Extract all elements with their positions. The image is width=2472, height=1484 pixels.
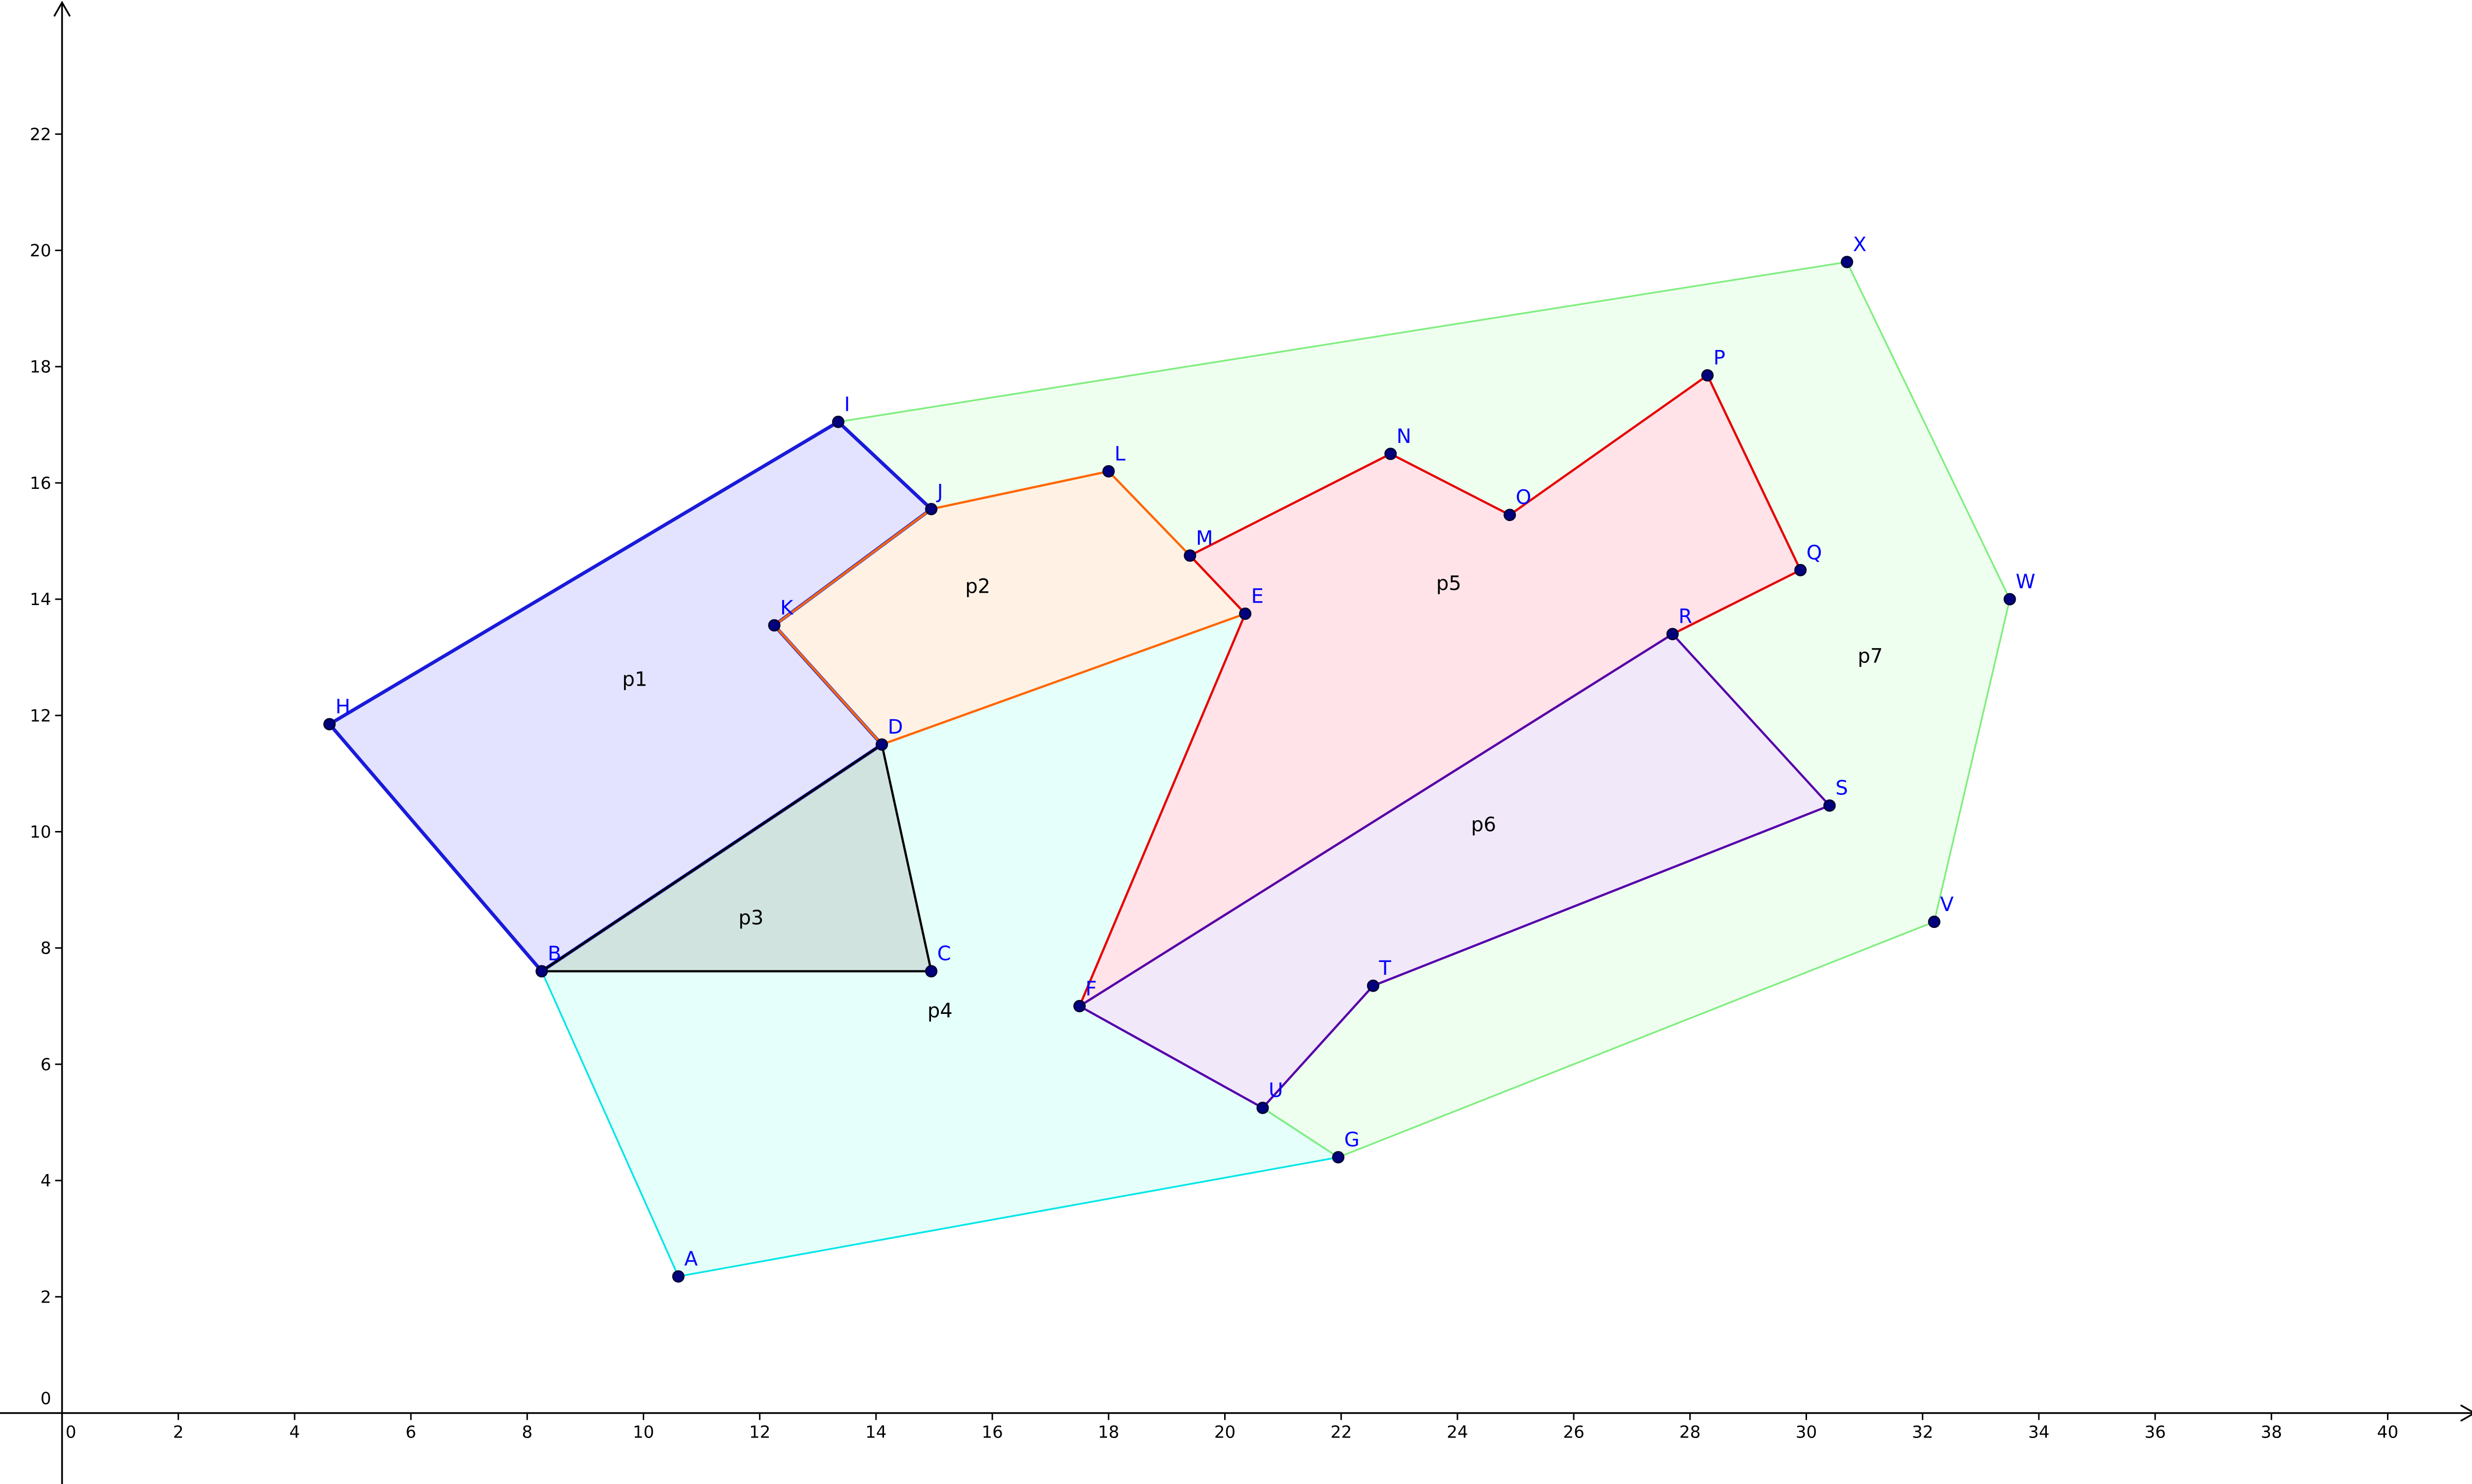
points-layer: A B C D E F G H I J K L M N O P Q R S T U V W X bbox=[323, 233, 2035, 1283]
x-tick-label: 30 bbox=[1796, 1423, 1817, 1442]
point-B[interactable] bbox=[535, 965, 548, 978]
x-tick-label: 8 bbox=[522, 1423, 532, 1442]
point-O[interactable] bbox=[1503, 509, 1516, 522]
x-tick-label: 32 bbox=[1912, 1423, 1933, 1442]
point-label-F: F bbox=[1086, 977, 1097, 1000]
x-tick-label: 24 bbox=[1447, 1423, 1468, 1442]
y-axis-arrow bbox=[53, 0, 71, 17]
y-tick-label: 2 bbox=[41, 1287, 51, 1307]
point-L[interactable] bbox=[1102, 465, 1115, 478]
point-M[interactable] bbox=[1184, 549, 1196, 562]
point-S[interactable] bbox=[1823, 799, 1836, 812]
point-Q[interactable] bbox=[1794, 564, 1807, 576]
polygon-label-p1: p1 bbox=[622, 668, 647, 691]
point-label-A: A bbox=[684, 1248, 698, 1270]
x-tick-label: 2 bbox=[173, 1423, 184, 1442]
x-tick-label: 20 bbox=[1214, 1423, 1236, 1442]
point-label-J: J bbox=[936, 480, 943, 503]
polygon-p6 bbox=[1078, 633, 1831, 1109]
point-label-R: R bbox=[1678, 606, 1692, 628]
point-label-C: C bbox=[937, 943, 951, 965]
point-A[interactable] bbox=[672, 1270, 685, 1283]
polygon-label-p4: p4 bbox=[927, 1000, 953, 1022]
point-label-V: V bbox=[1940, 893, 1954, 916]
x-tick-label: 18 bbox=[1098, 1423, 1119, 1442]
point-label-D: D bbox=[888, 716, 903, 739]
polygons-layer bbox=[328, 261, 2011, 1277]
x-tick-label: 4 bbox=[289, 1423, 300, 1442]
point-label-N: N bbox=[1397, 425, 1412, 448]
point-J[interactable] bbox=[925, 503, 938, 516]
point-label-G: G bbox=[1344, 1129, 1360, 1151]
point-label-X: X bbox=[1853, 233, 1866, 256]
point-label-M: M bbox=[1196, 527, 1213, 550]
x-tick-label: 38 bbox=[2261, 1423, 2282, 1442]
point-G[interactable] bbox=[1332, 1151, 1345, 1164]
y-tick-label: 0 bbox=[41, 1389, 51, 1409]
x-tick-label: 10 bbox=[633, 1423, 654, 1442]
point-label-S: S bbox=[1836, 777, 1848, 800]
point-D[interactable] bbox=[876, 738, 888, 751]
polygon-label-p3: p3 bbox=[739, 907, 764, 929]
x-tick-label: 12 bbox=[749, 1423, 770, 1442]
point-X[interactable] bbox=[1841, 256, 1854, 268]
x-tick-label: 28 bbox=[1679, 1423, 1701, 1442]
point-label-I: I bbox=[844, 393, 850, 416]
point-label-T: T bbox=[1378, 957, 1391, 980]
point-N[interactable] bbox=[1384, 447, 1397, 460]
point-P[interactable] bbox=[1701, 369, 1714, 382]
y-tick-label: 22 bbox=[30, 125, 51, 144]
x-axis-arrow bbox=[2460, 1404, 2472, 1422]
x-tick-label: 40 bbox=[2377, 1423, 2398, 1442]
polygon-label-p6: p6 bbox=[1471, 814, 1496, 836]
point-E[interactable] bbox=[1239, 608, 1252, 620]
y-tick-label: 6 bbox=[41, 1055, 51, 1075]
point-label-H: H bbox=[335, 696, 350, 718]
x-tick-label: 6 bbox=[405, 1423, 416, 1442]
y-tick-label: 10 bbox=[30, 823, 51, 842]
x-tick-label: 0 bbox=[66, 1423, 77, 1442]
polygon-p3 bbox=[540, 743, 932, 972]
y-tick-label: 20 bbox=[30, 241, 51, 261]
y-tick-label: 8 bbox=[41, 939, 51, 959]
point-W[interactable] bbox=[2003, 593, 2016, 606]
x-tick-label: 22 bbox=[1330, 1423, 1352, 1442]
y-tick-label: 16 bbox=[30, 474, 51, 493]
point-R[interactable] bbox=[1666, 628, 1679, 641]
point-T[interactable] bbox=[1367, 979, 1379, 992]
point-label-B: B bbox=[548, 943, 561, 965]
y-tick-label: 4 bbox=[41, 1171, 51, 1191]
polygon-label-p7: p7 bbox=[1857, 645, 1883, 668]
point-K[interactable] bbox=[768, 619, 781, 632]
point-label-E: E bbox=[1251, 585, 1264, 608]
x-tick-label: 26 bbox=[1563, 1423, 1584, 1442]
x-tick-label: 14 bbox=[865, 1423, 886, 1442]
point-label-P: P bbox=[1714, 347, 1725, 369]
x-tick-label: 16 bbox=[981, 1423, 1003, 1442]
polygon-labels: p4 p7 p1 p2 p3 p5 p6 bbox=[622, 572, 1883, 1022]
point-label-L: L bbox=[1114, 442, 1126, 465]
y-tick-label: 12 bbox=[30, 706, 51, 726]
point-H[interactable] bbox=[323, 718, 336, 731]
point-label-Q: Q bbox=[1807, 541, 1822, 564]
point-V[interactable] bbox=[1928, 916, 1941, 928]
polygon-label-p5: p5 bbox=[1436, 572, 1461, 595]
y-tick-label: 18 bbox=[30, 357, 51, 377]
point-label-U: U bbox=[1269, 1079, 1283, 1102]
point-U[interactable] bbox=[1256, 1101, 1269, 1114]
point-label-W: W bbox=[2016, 570, 2035, 593]
y-tick-label: 14 bbox=[30, 590, 51, 610]
polygon-label-p2: p2 bbox=[965, 575, 990, 598]
point-C[interactable] bbox=[925, 965, 938, 978]
point-label-K: K bbox=[780, 597, 794, 619]
x-tick-label: 34 bbox=[2028, 1423, 2049, 1442]
point-label-O: O bbox=[1516, 486, 1531, 509]
point-F[interactable] bbox=[1073, 1000, 1086, 1012]
point-I[interactable] bbox=[832, 415, 844, 428]
x-tick-label: 36 bbox=[2144, 1423, 2165, 1442]
